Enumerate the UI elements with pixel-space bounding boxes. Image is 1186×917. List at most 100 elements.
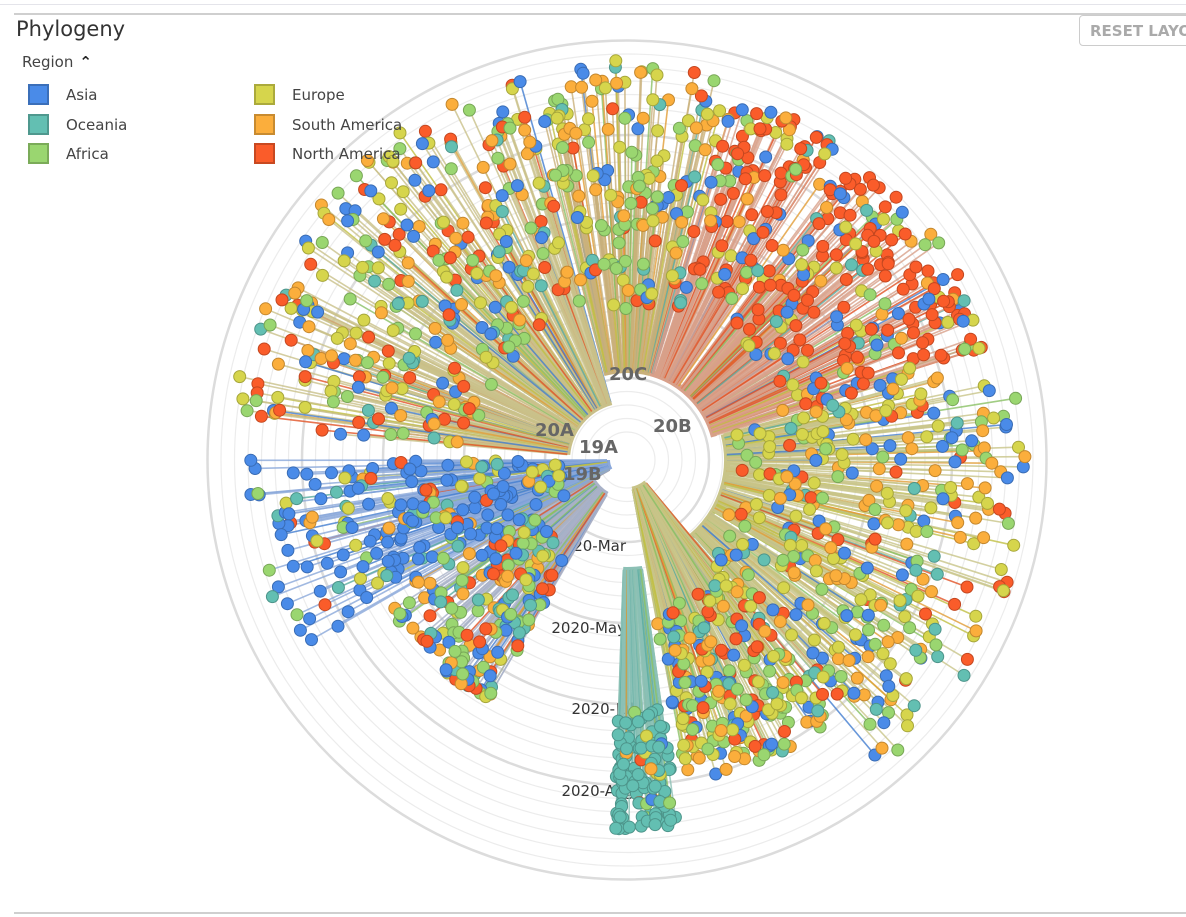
tip[interactable]: [714, 192, 728, 206]
tip[interactable]: [300, 560, 314, 574]
tip[interactable]: [716, 139, 730, 153]
tip[interactable]: [712, 684, 726, 698]
tip[interactable]: [665, 695, 679, 709]
tip[interactable]: [672, 596, 686, 610]
tip[interactable]: [273, 403, 287, 417]
tip[interactable]: [393, 126, 407, 140]
tip[interactable]: [645, 287, 659, 301]
tip[interactable]: [423, 609, 437, 623]
tip[interactable]: [607, 298, 621, 312]
tip[interactable]: [378, 232, 392, 246]
tip[interactable]: [728, 750, 742, 763]
tip[interactable]: [701, 742, 715, 756]
tip[interactable]: [476, 660, 490, 674]
tip[interactable]: [757, 748, 771, 762]
tip[interactable]: [735, 103, 749, 117]
tip[interactable]: [479, 622, 493, 636]
tip[interactable]: [606, 102, 620, 116]
tip[interactable]: [589, 73, 603, 87]
tip[interactable]: [518, 123, 532, 137]
tip[interactable]: [572, 294, 586, 308]
tip[interactable]: [688, 170, 702, 184]
tip[interactable]: [807, 305, 821, 319]
tip[interactable]: [337, 254, 351, 268]
tip[interactable]: [476, 160, 490, 174]
tip[interactable]: [406, 514, 420, 528]
tip[interactable]: [475, 548, 489, 562]
tip[interactable]: [462, 402, 476, 416]
tip[interactable]: [341, 214, 355, 228]
tip[interactable]: [497, 466, 511, 480]
tip[interactable]: [356, 260, 370, 274]
tip[interactable]: [932, 236, 946, 250]
tip[interactable]: [441, 333, 455, 347]
tip[interactable]: [517, 526, 531, 539]
tip[interactable]: [937, 294, 951, 308]
tip[interactable]: [381, 344, 395, 358]
tip[interactable]: [862, 493, 876, 507]
tip[interactable]: [611, 728, 625, 742]
tip[interactable]: [343, 292, 357, 306]
tip[interactable]: [842, 654, 856, 667]
tip[interactable]: [471, 604, 485, 618]
tip[interactable]: [891, 743, 905, 757]
tip[interactable]: [650, 190, 664, 204]
tip[interactable]: [776, 676, 790, 689]
tip[interactable]: [835, 448, 849, 461]
tip[interactable]: [440, 473, 454, 487]
tip[interactable]: [648, 234, 662, 248]
tip[interactable]: [525, 465, 539, 479]
tip[interactable]: [850, 350, 864, 364]
tip[interactable]: [538, 115, 552, 128]
tip[interactable]: [914, 387, 928, 401]
tip[interactable]: [612, 236, 626, 250]
tip[interactable]: [345, 521, 359, 534]
tip[interactable]: [313, 584, 327, 598]
tip[interactable]: [801, 343, 814, 357]
tip[interactable]: [909, 643, 923, 657]
tip[interactable]: [402, 596, 416, 610]
tip[interactable]: [249, 394, 263, 408]
tip[interactable]: [877, 618, 891, 632]
tip[interactable]: [644, 762, 658, 776]
tip[interactable]: [619, 302, 633, 315]
tip[interactable]: [548, 458, 562, 472]
tip[interactable]: [479, 216, 493, 230]
tip[interactable]: [723, 697, 737, 711]
tip[interactable]: [845, 258, 858, 272]
tip[interactable]: [729, 548, 743, 562]
tip[interactable]: [572, 189, 586, 203]
tip[interactable]: [773, 491, 787, 505]
tip[interactable]: [336, 548, 350, 562]
tip[interactable]: [807, 633, 821, 647]
tip[interactable]: [672, 121, 686, 135]
tip[interactable]: [609, 262, 623, 275]
tip[interactable]: [468, 490, 482, 504]
tip[interactable]: [456, 667, 470, 681]
tip[interactable]: [960, 477, 974, 491]
tip[interactable]: [782, 123, 796, 137]
tip[interactable]: [751, 675, 765, 689]
tip[interactable]: [895, 568, 909, 582]
tip[interactable]: [434, 183, 448, 197]
tip[interactable]: [704, 214, 718, 228]
tip[interactable]: [288, 286, 302, 300]
tip[interactable]: [700, 107, 714, 121]
tip[interactable]: [789, 509, 803, 523]
tip[interactable]: [931, 419, 945, 433]
tip[interactable]: [489, 269, 503, 283]
tip[interactable]: [749, 455, 763, 469]
tip[interactable]: [1000, 471, 1014, 485]
tip[interactable]: [797, 411, 811, 425]
tip[interactable]: [763, 440, 777, 454]
tip[interactable]: [721, 114, 735, 128]
tip[interactable]: [719, 579, 733, 593]
tip[interactable]: [301, 344, 315, 357]
tip[interactable]: [385, 176, 398, 190]
tip[interactable]: [675, 179, 688, 192]
tip[interactable]: [837, 300, 851, 314]
tip[interactable]: [736, 537, 750, 551]
tip[interactable]: [916, 572, 930, 586]
tip[interactable]: [732, 215, 746, 229]
tip[interactable]: [280, 597, 294, 611]
